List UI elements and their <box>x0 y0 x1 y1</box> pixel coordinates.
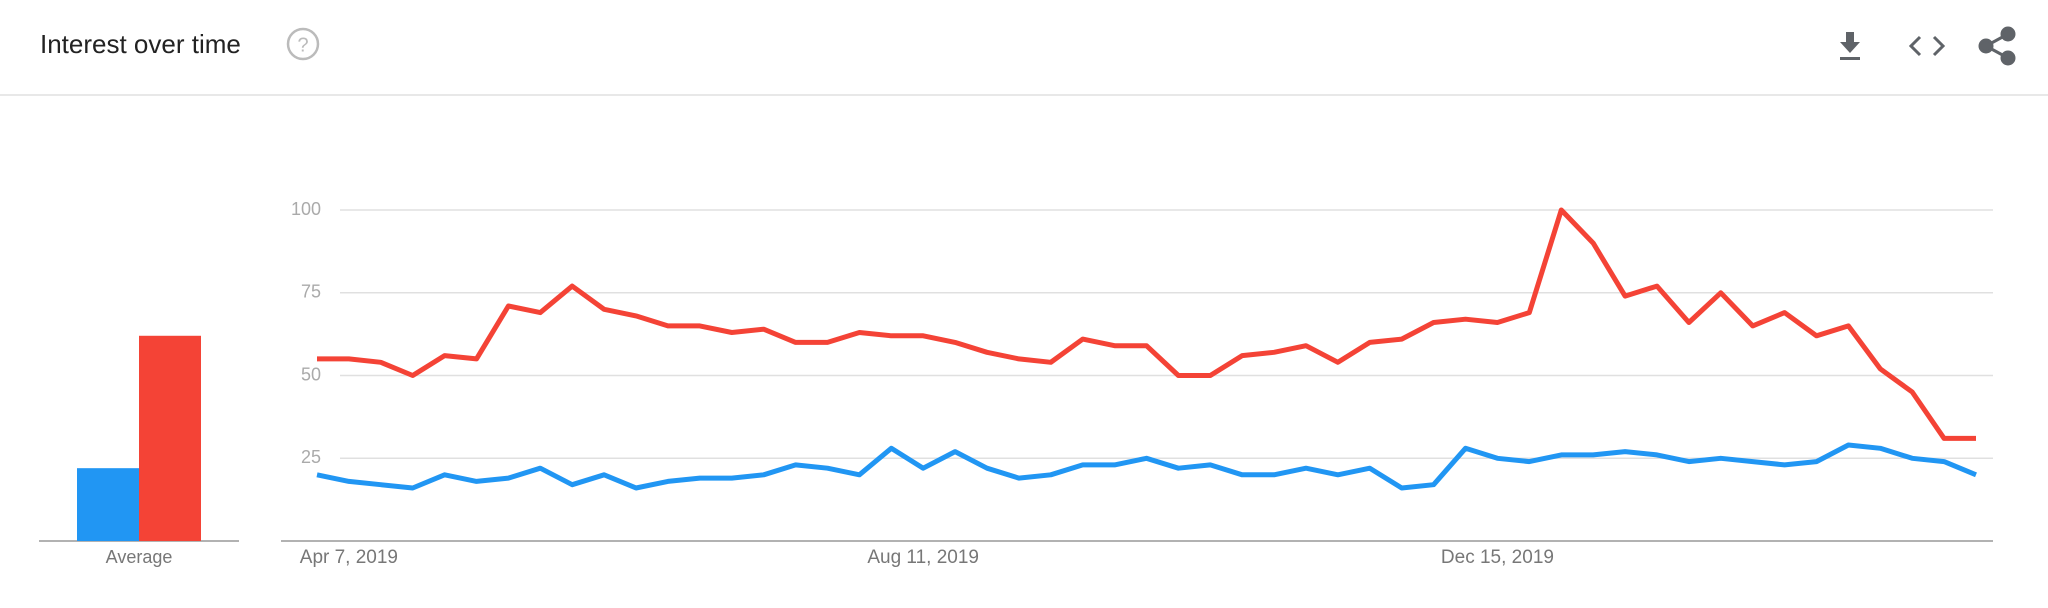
y-tick-label: 75 <box>301 282 321 302</box>
average-bar <box>139 335 201 541</box>
y-tick-label: 25 <box>301 447 321 467</box>
trend-line <box>317 207 1976 441</box>
x-tick-label: Aug 11, 2019 <box>867 547 979 568</box>
card-title: Interest over time <box>40 29 241 59</box>
average-bar <box>77 468 139 541</box>
x-tick-label: Apr 7, 2019 <box>300 547 398 568</box>
download-icon[interactable] <box>1840 32 1860 60</box>
svg-text:?: ? <box>297 34 308 56</box>
x-tick-label: Average <box>106 547 173 567</box>
y-tick-label: 50 <box>301 364 321 384</box>
help-icon[interactable]: ? <box>286 27 320 61</box>
x-tick-label: Dec 15, 2019 <box>1441 547 1554 568</box>
embed-icon[interactable] <box>1908 35 1946 57</box>
share-icon[interactable] <box>1978 26 2016 66</box>
y-tick-label: 100 <box>291 199 321 219</box>
trend-line <box>316 442 1977 491</box>
